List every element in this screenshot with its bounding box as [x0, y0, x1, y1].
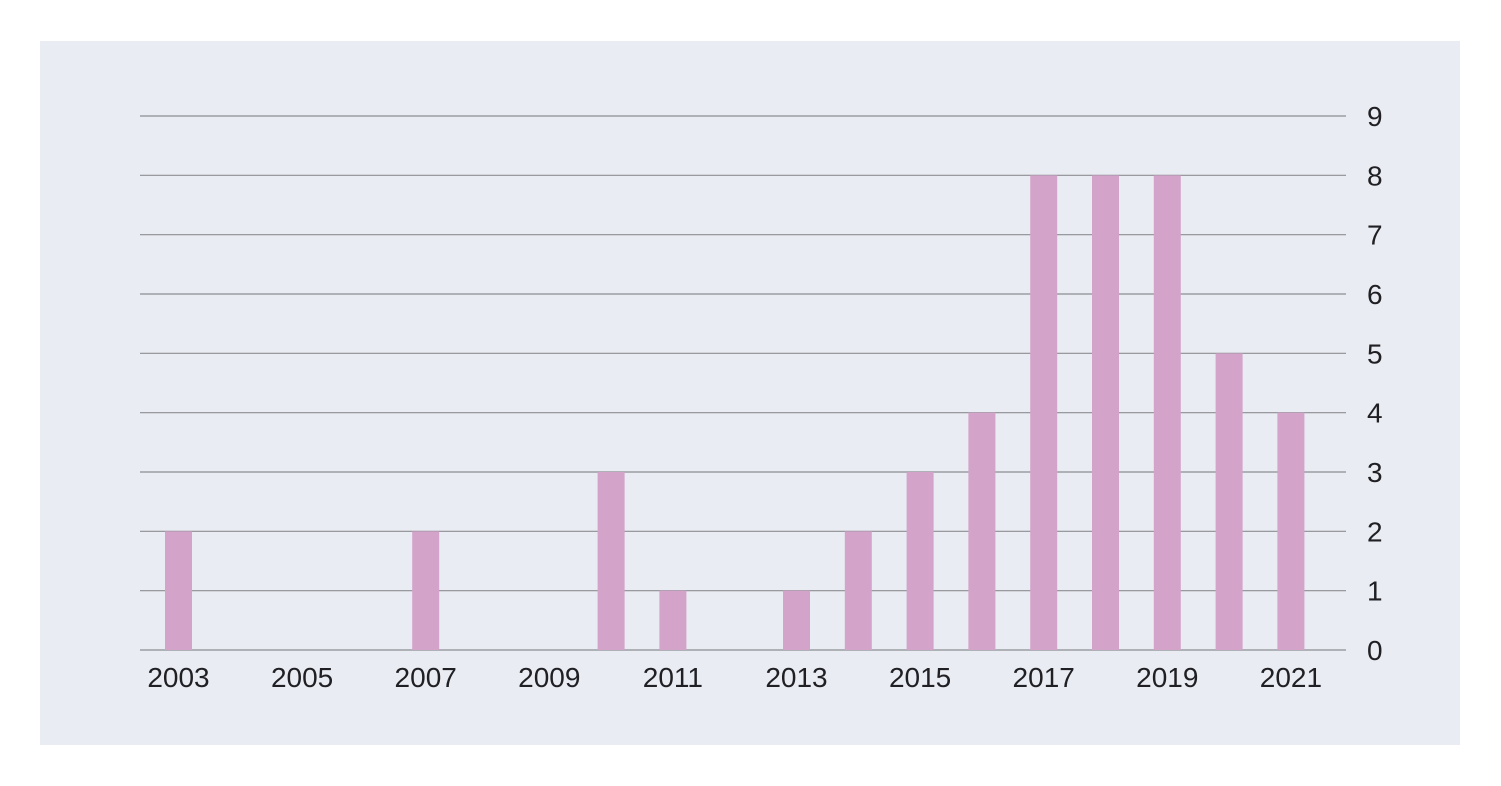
bar-2014 [844, 531, 872, 650]
bar-2016 [968, 412, 996, 650]
y-tick-label: 4 [1367, 398, 1383, 429]
x-tick-label: 2019 [1136, 662, 1198, 693]
bar-2018 [1092, 175, 1119, 651]
bar-2021 [1277, 412, 1305, 650]
y-tick-label: 8 [1367, 160, 1383, 191]
x-tick-label: 2009 [518, 662, 580, 693]
y-tick-label: 3 [1367, 457, 1383, 488]
x-tick-label: 2021 [1260, 662, 1322, 693]
x-tick-label: 2015 [889, 662, 951, 693]
chart-background [40, 41, 1460, 745]
gridlines [140, 115, 1346, 651]
x-tick-label: 2011 [643, 662, 703, 693]
bar-2010 [597, 472, 625, 650]
y-axis-ticks: 0 1 2 3 4 5 6 7 8 9 [1367, 101, 1383, 666]
bar-2011 [659, 590, 687, 650]
x-tick-label: 2017 [1013, 662, 1075, 693]
y-tick-label: 1 [1367, 576, 1383, 607]
y-tick-label: 2 [1367, 516, 1383, 547]
x-tick-label: 2013 [765, 662, 827, 693]
bar-2017 [1030, 175, 1058, 651]
y-tick-label: 5 [1367, 338, 1383, 369]
y-tick-label: 6 [1367, 279, 1383, 310]
bar-2015 [906, 472, 934, 650]
bar-2007 [412, 531, 440, 650]
x-axis-ticks: 2003 2005 2007 2009 2011 2013 2015 2017 2019 2021 [147, 662, 1322, 693]
bars [165, 175, 1305, 651]
bar-2013 [783, 590, 810, 650]
bar-2019 [1153, 175, 1181, 651]
x-tick-label: 2003 [147, 662, 209, 693]
bar-2020 [1215, 353, 1243, 650]
x-tick-label: 2005 [271, 662, 333, 693]
y-tick-label: 0 [1367, 635, 1383, 666]
y-tick-label: 7 [1367, 220, 1383, 251]
y-tick-label: 9 [1367, 101, 1383, 132]
x-tick-label: 2007 [395, 662, 457, 693]
bar-2003 [165, 531, 192, 650]
